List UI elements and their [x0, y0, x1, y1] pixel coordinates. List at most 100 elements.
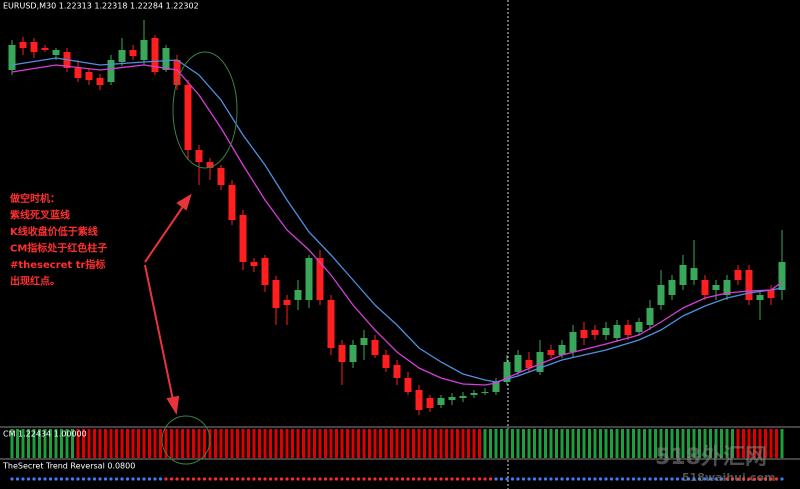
annotation-line: 紫线死叉蓝线	[10, 209, 70, 222]
cm-bar	[379, 429, 382, 458]
cm-bar	[406, 429, 410, 458]
cm-bar	[632, 429, 635, 458]
reversal-dot	[494, 477, 498, 481]
cm-bar	[780, 429, 784, 458]
cm-bar	[219, 429, 223, 458]
cm-bar	[307, 429, 311, 458]
reversal-dot	[455, 477, 460, 481]
reversal-dot	[340, 477, 344, 481]
reversal-dot	[521, 477, 526, 481]
reversal-dot	[202, 477, 207, 481]
reversal-dot	[197, 477, 201, 481]
cm-bar	[439, 429, 443, 458]
candle-body	[536, 352, 544, 372]
reversal-dot	[158, 477, 163, 481]
reversal-dot	[466, 477, 471, 481]
reversal-dot	[224, 477, 229, 481]
cm-bar	[610, 429, 613, 458]
reversal-dot	[516, 477, 520, 481]
reversal-dot	[43, 477, 47, 481]
cm-bar	[736, 429, 740, 458]
reversal-dot	[532, 477, 537, 481]
reversal-dot	[648, 477, 652, 481]
cm-bar	[335, 429, 338, 458]
reversal-dot	[499, 477, 504, 481]
candle-body	[657, 285, 665, 305]
cm-bar	[43, 429, 47, 458]
reversal-dot	[279, 477, 284, 481]
cm-bar	[137, 429, 140, 458]
moving-average-line	[11, 57, 783, 383]
reversal-dot	[444, 477, 449, 481]
cm-bar	[324, 429, 327, 458]
reversal-dot	[692, 477, 696, 481]
candle-body	[19, 42, 27, 48]
candle-body	[85, 72, 93, 80]
cm-bar	[692, 429, 696, 458]
reversal-dot	[400, 477, 405, 481]
candle-body	[151, 38, 159, 72]
cm-bar	[549, 429, 553, 458]
cm-bar	[769, 429, 773, 458]
candle-body	[745, 270, 753, 300]
watermark: 518waihui.com	[682, 471, 775, 484]
candle-body	[41, 48, 49, 50]
cm-bar	[764, 429, 767, 458]
reversal-dot	[125, 477, 130, 481]
cm-bar	[346, 429, 349, 458]
reversal-dot	[367, 477, 372, 481]
reversal-dot	[87, 477, 91, 481]
reversal-dot	[10, 477, 14, 481]
cm-bar	[494, 429, 498, 458]
cm-bar	[16, 429, 19, 458]
cm-bar	[527, 429, 531, 458]
reversal-dot	[571, 477, 575, 481]
candle-body	[360, 338, 368, 345]
reversal-dot	[213, 477, 218, 481]
reversal-dot	[411, 477, 416, 481]
reversal-dot	[582, 477, 586, 481]
cm-bar	[758, 429, 762, 458]
cm-bar	[27, 429, 30, 458]
reversal-dot	[59, 477, 64, 481]
cm-bar	[676, 429, 679, 458]
cm-bar	[555, 429, 558, 458]
reversal-dot	[714, 477, 718, 481]
reversal-dot	[384, 477, 388, 481]
cm-bar	[670, 429, 674, 458]
reversal-dot	[719, 477, 724, 481]
cm-bar	[588, 429, 591, 458]
cm-bar	[236, 429, 239, 458]
reversal-dot	[593, 477, 597, 481]
cm-bar	[148, 429, 151, 458]
cm-bar	[263, 429, 267, 458]
cm-bar	[214, 429, 217, 458]
reversal-dot	[92, 477, 97, 481]
candle-body	[162, 48, 170, 70]
cm-bar	[313, 429, 316, 458]
cm-bar	[753, 429, 756, 458]
cm-bar	[82, 429, 85, 458]
reversal-dot	[653, 477, 658, 481]
reversal-dot	[609, 477, 614, 481]
candle-body	[371, 340, 379, 355]
reversal-dot	[780, 477, 784, 481]
candle-body	[261, 258, 269, 285]
cm-bar	[54, 429, 58, 458]
cm-bar	[76, 429, 80, 458]
candle-body	[404, 378, 412, 392]
candle-body	[382, 355, 390, 368]
reversal-dot	[153, 477, 157, 481]
reversal-dot	[252, 477, 256, 481]
cm-bar	[203, 429, 206, 458]
candle-body	[283, 300, 291, 305]
cm-bar	[417, 429, 421, 458]
reversal-dot	[395, 477, 399, 481]
reversal-dot	[747, 477, 751, 481]
cm-bar	[230, 429, 234, 458]
candle-body	[30, 42, 38, 52]
reversal-dot	[637, 477, 641, 481]
cm-bar	[450, 429, 454, 458]
candle-body	[646, 308, 654, 325]
reversal-dot	[76, 477, 80, 481]
